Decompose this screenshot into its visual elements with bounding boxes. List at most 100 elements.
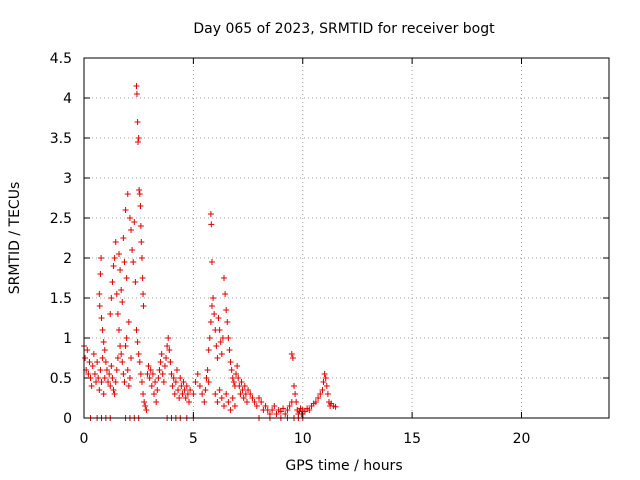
- data-point: [175, 387, 182, 393]
- data-point: [247, 391, 254, 397]
- data-point: [208, 303, 215, 309]
- data-point: [93, 379, 100, 385]
- data-point: [111, 255, 118, 261]
- data-point: [183, 383, 190, 389]
- data-point: [126, 375, 133, 381]
- data-point: [86, 359, 93, 365]
- data-point: [251, 399, 258, 405]
- data-point: [321, 371, 328, 377]
- data-point: [138, 379, 145, 385]
- data-point: [133, 327, 140, 333]
- data-point: [137, 203, 144, 209]
- data-point: [97, 367, 104, 373]
- data-point: [224, 319, 231, 325]
- data-point: [111, 391, 118, 397]
- data-point: [144, 371, 151, 377]
- data-point: [131, 219, 138, 225]
- data-point: [133, 83, 140, 89]
- data-point: [98, 255, 105, 261]
- data-point: [156, 367, 163, 373]
- data-point: [107, 383, 114, 389]
- data-point: [112, 239, 119, 245]
- data-point: [126, 215, 133, 221]
- data-point: [273, 411, 280, 417]
- data-point: [223, 307, 230, 313]
- data-point: [149, 371, 156, 377]
- data-point: [101, 375, 108, 381]
- data-point: [145, 363, 152, 369]
- data-point: [289, 355, 296, 361]
- data-point: [120, 371, 127, 377]
- data-point: [223, 391, 230, 397]
- data-point: [221, 275, 227, 281]
- data-point: [315, 395, 322, 401]
- data-point: [271, 403, 278, 409]
- data-point: [217, 339, 224, 345]
- data-point: [119, 359, 126, 365]
- data-point: [214, 399, 221, 405]
- data-point: [110, 387, 117, 393]
- data-point: [141, 399, 148, 405]
- data-point: [208, 221, 215, 228]
- data-point: [124, 367, 131, 373]
- data-point: [97, 271, 104, 277]
- data-point: [214, 355, 221, 361]
- data-point: [113, 291, 120, 297]
- data-point: [241, 383, 248, 389]
- y-tick-label: 4.5: [50, 51, 72, 67]
- data-point: [167, 359, 174, 365]
- data-point: [116, 251, 122, 257]
- data-point: [148, 383, 155, 389]
- data-point: [112, 379, 119, 385]
- data-point: [121, 379, 128, 385]
- data-point: [282, 411, 289, 417]
- data-point: [258, 399, 265, 405]
- data-point: [101, 347, 108, 353]
- data-point: [121, 259, 128, 265]
- data-points: [81, 83, 339, 421]
- data-point: [319, 387, 326, 393]
- data-point: [207, 319, 214, 325]
- data-point: [129, 247, 136, 253]
- chart-title: Day 065 of 2023, SRMTID for receiver bog…: [193, 21, 495, 37]
- data-point: [98, 379, 105, 385]
- data-point: [114, 355, 121, 361]
- data-point: [226, 347, 233, 353]
- data-point: [140, 303, 147, 309]
- data-point: [171, 391, 178, 397]
- data-point: [142, 403, 149, 409]
- data-point: [107, 311, 114, 317]
- data-point: [323, 383, 330, 389]
- data-point: [179, 391, 186, 397]
- data-point: [204, 367, 211, 373]
- data-point: [240, 395, 247, 401]
- data-point: [151, 391, 157, 397]
- data-point: [196, 383, 203, 389]
- data-point: [154, 387, 161, 393]
- data-point: [234, 363, 241, 369]
- data-point: [177, 375, 184, 381]
- data-point: [225, 335, 232, 341]
- data-point: [133, 91, 140, 97]
- data-point: [84, 347, 91, 353]
- data-point: [96, 303, 103, 309]
- data-point: [229, 375, 236, 381]
- data-point: [280, 405, 287, 412]
- y-tick-label: 2: [63, 251, 72, 267]
- data-point: [124, 191, 131, 197]
- data-point: [322, 375, 329, 381]
- y-tick-label: 3: [63, 171, 72, 187]
- data-point: [253, 403, 260, 409]
- x-tick-label: 5: [189, 431, 198, 447]
- data-point: [192, 379, 199, 385]
- data-point: [291, 383, 297, 389]
- data-point: [237, 391, 244, 397]
- data-point: [229, 395, 236, 401]
- data-point: [136, 359, 143, 365]
- data-point: [176, 395, 183, 401]
- data-point: [298, 411, 305, 417]
- data-point: [135, 351, 142, 357]
- y-tick-label: 0.5: [50, 371, 72, 387]
- data-point: [206, 335, 213, 341]
- data-point: [125, 319, 132, 325]
